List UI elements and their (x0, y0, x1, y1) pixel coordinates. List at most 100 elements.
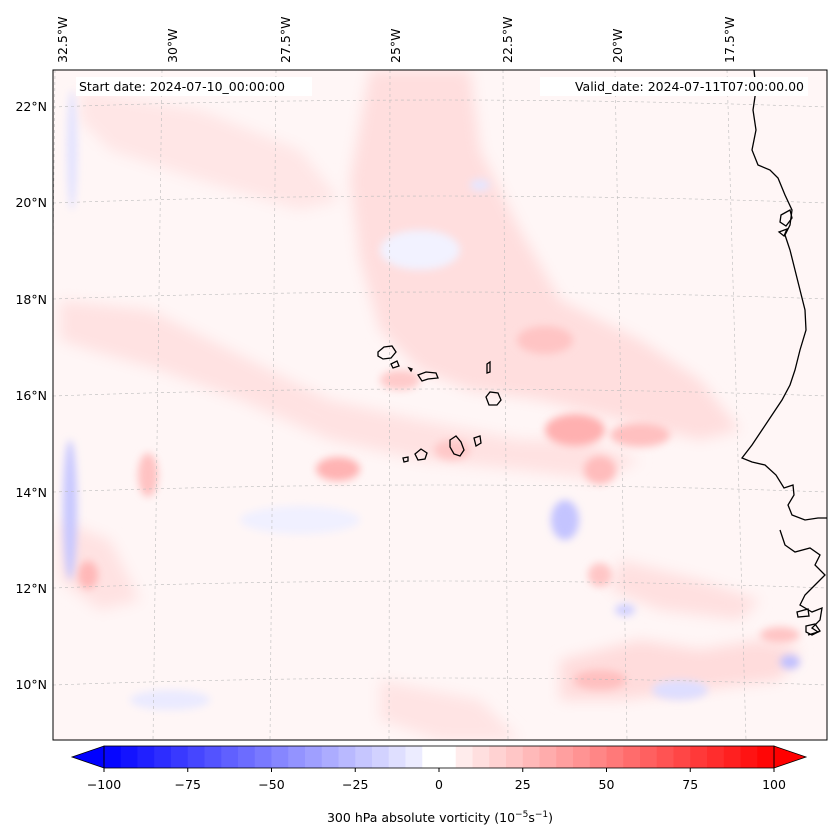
africa-coastline (740, 70, 827, 521)
colorbar-bin (221, 746, 239, 768)
colorbar-bin (338, 746, 356, 768)
meridian-gridline (614, 70, 628, 740)
colorbar-tick-label: 25 (515, 777, 531, 792)
lat-label-10n: 10°N (15, 677, 47, 692)
colorbar-bin (556, 746, 574, 768)
colorbar-bin (690, 746, 708, 768)
parallel-gridline (53, 99, 827, 108)
lon-label-22-5w: 22.5°W (500, 17, 515, 63)
colorbar-bin (723, 746, 741, 768)
island-fogo (414, 448, 428, 461)
colorbar-bin (355, 746, 373, 768)
colorbar-tick-label: −100 (87, 777, 121, 792)
colorbar-label-main: 300 hPa absolute vorticity (10 (327, 810, 515, 825)
parallel-gridline (53, 580, 827, 589)
valid-date-box (540, 77, 808, 96)
colorbar-bin (522, 746, 540, 768)
colorbar-bin (238, 746, 256, 768)
colorbar-bin (640, 746, 658, 768)
colorbar-bin (187, 746, 205, 768)
colorbar-bin (455, 746, 473, 768)
coast-islet-4 (805, 623, 821, 636)
colorbar-label-end: ) (548, 810, 553, 825)
island-sao-vicente (390, 360, 400, 369)
colorbar-bin (707, 746, 725, 768)
start-date-text: Start date: 2024-07-10_00:00:00 (79, 79, 285, 94)
lon-label-20w: 20°W (610, 28, 625, 63)
island-santiago (449, 435, 465, 457)
parallel-gridline (53, 388, 827, 397)
colorbar-tick-label: 75 (682, 777, 698, 792)
island-brava (402, 456, 409, 463)
colorbar-bin (372, 746, 390, 768)
colorbar-bin (305, 746, 323, 768)
meridian-gridline (502, 70, 509, 740)
colorbar-tick-label: −50 (258, 777, 284, 792)
colorbar-bins (104, 746, 775, 768)
meridian-gridline (269, 70, 277, 740)
gridlines (53, 70, 827, 740)
colorbar: −100 −75 −50 −25 0 25 50 75 100 300 hPa … (70, 745, 808, 825)
colorbar-bin (405, 746, 423, 768)
colorbar-bin (757, 746, 775, 768)
colorbar-bin (254, 746, 272, 768)
colorbar-bin (271, 746, 289, 768)
colorbar-label-exp2: −1 (535, 810, 548, 820)
island-sal (486, 360, 491, 374)
lat-label-18n: 18°N (15, 292, 47, 307)
colorbar-tick-label: 100 (762, 777, 786, 792)
colorbar-ticks (103, 768, 775, 772)
colorbar-label-exp1: −5 (515, 810, 528, 820)
parallel-gridline (53, 484, 827, 493)
colorbar-bin (154, 746, 172, 768)
colorbar-bin (439, 746, 457, 768)
colorbar-bin (740, 746, 758, 768)
map-frame (52, 69, 828, 741)
colorbar-tick-label: 0 (435, 777, 443, 792)
lat-label-12n: 12°N (15, 581, 47, 596)
lat-label-16n: 16°N (15, 388, 47, 403)
colorbar-bin (321, 746, 339, 768)
colorbar-bin (606, 746, 624, 768)
africa-coastline-south (779, 529, 826, 636)
lat-label-20n: 20°N (15, 195, 47, 210)
colorbar-extend-min (70, 745, 105, 769)
colorbar-extend-max (773, 745, 808, 769)
negative-vorticity-regions (63, 90, 800, 710)
lat-label-22n: 22°N (15, 99, 47, 114)
colorbar-bin (104, 746, 122, 768)
longitude-labels: 32.5°W 30°W 27.5°W 25°W 22.5°W 20°W 17.5… (55, 17, 737, 63)
parallel-gridline (53, 291, 827, 300)
island-boa-vista (485, 391, 502, 406)
latitude-labels: 22°N 20°N 18°N 16°N 14°N 12°N 10°N (15, 99, 47, 692)
meridian-gridline (152, 70, 163, 740)
colorbar-bin (656, 746, 674, 768)
lon-label-32-5w: 32.5°W (55, 17, 70, 63)
meridian-gridline (388, 70, 391, 740)
colorbar-bin (673, 746, 691, 768)
meridian-gridline (726, 70, 747, 740)
colorbar-bin (171, 746, 189, 768)
colorbar-label-mid: s (528, 810, 535, 825)
map-panel: Start date: 2024-07-10_00:00:00 Valid_da… (15, 17, 828, 741)
colorbar-bin (422, 746, 440, 768)
lon-label-17-5w: 17.5°W (722, 17, 737, 63)
colorbar-bin (204, 746, 222, 768)
colorbar-bin (506, 746, 524, 768)
start-date-box (76, 77, 312, 96)
colorbar-bin (288, 746, 306, 768)
colorbar-bin (589, 746, 607, 768)
lon-label-27-5w: 27.5°W (278, 17, 293, 63)
coast-islet-1 (779, 209, 793, 227)
colorbar-bin (388, 746, 406, 768)
colorbar-tick-label: −25 (342, 777, 368, 792)
colorbar-bin (573, 746, 591, 768)
colorbar-bin (472, 746, 490, 768)
colorbar-bin (623, 746, 641, 768)
colorbar-bin (137, 746, 155, 768)
coast-islet-3 (796, 608, 810, 618)
colorbar-bin (489, 746, 507, 768)
colorbar-tick-labels: −100 −75 −50 −25 0 25 50 75 100 (87, 777, 786, 792)
valid-date-text: Valid_date: 2024-07-11T07:00:00.00 (575, 79, 804, 94)
